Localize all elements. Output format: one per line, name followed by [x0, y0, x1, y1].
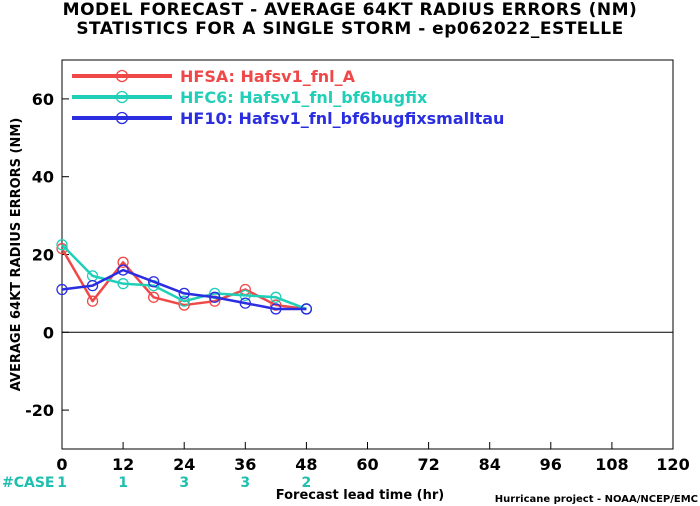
- y-tick-label: 40: [32, 168, 54, 187]
- y-tick-label: -20: [25, 401, 54, 420]
- x-tick-label: 24: [173, 455, 195, 474]
- y-tick-label: 60: [32, 90, 54, 109]
- data-point: [209, 291, 221, 303]
- data-point: [86, 279, 99, 292]
- data-point: [56, 239, 68, 251]
- x-tick-label: 36: [234, 455, 256, 474]
- case-label: #CASE: [2, 475, 55, 491]
- case-count: 3: [179, 475, 189, 491]
- legend-label: HFC6: Hafsv1_fnl_bf6bugfix: [180, 88, 428, 107]
- y-tick-label: 0: [43, 323, 54, 342]
- case-count: 2: [302, 475, 312, 491]
- credit-text: Hurricane project - NOAA/NCEP/EMC: [495, 494, 698, 505]
- case-count: 3: [240, 475, 250, 491]
- x-tick-label: 60: [356, 455, 378, 474]
- x-tick-label: 12: [112, 455, 134, 474]
- chart-title: MODEL FORECAST - AVERAGE 64KT RADIUS ERR…: [62, 0, 638, 20]
- data-point: [270, 291, 282, 303]
- data-point: [147, 276, 160, 288]
- legend-marker: [115, 111, 129, 125]
- legend-label: HF10: Hafsv1_fnl_bf6bugfixsmalltau: [180, 109, 504, 128]
- series-line: [61, 268, 307, 311]
- legend-item-2: HF10: Hafsv1_fnl_bf6bugfixsmalltau: [72, 109, 504, 128]
- x-tick-label: 0: [56, 455, 67, 474]
- case-count: 1: [57, 475, 67, 491]
- series-line: [61, 243, 307, 311]
- data-point: [117, 264, 129, 276]
- data-point: [270, 303, 282, 315]
- x-tick-label: 72: [417, 455, 439, 474]
- x-tick-label: 120: [656, 455, 689, 474]
- x-tick-label: 108: [595, 455, 628, 474]
- data-point: [300, 303, 313, 315]
- legend-marker: [115, 69, 129, 83]
- data-point: [239, 289, 251, 301]
- y-axis-title: AVERAGE 64KT RADIUS ERRORS (NM): [9, 118, 24, 392]
- x-tick-label: 96: [540, 455, 562, 474]
- chart-subtitle: STATISTICS FOR A SINGLE STORM - ep062022…: [76, 19, 624, 39]
- data-point: [178, 287, 190, 300]
- series-0: [56, 243, 313, 315]
- data-point: [239, 297, 251, 309]
- data-point: [117, 256, 129, 268]
- data-point: [178, 295, 190, 307]
- case-count: 1: [118, 475, 128, 491]
- data-point: [56, 283, 68, 296]
- series-2: [56, 264, 313, 315]
- y-tick-label: 20: [32, 246, 54, 265]
- data-point: [86, 295, 99, 307]
- data-point: [117, 278, 129, 290]
- legend-label: HFSA: Hafsv1_fnl_A: [180, 67, 356, 86]
- legend-item-0: HFSA: Hafsv1_fnl_A: [72, 67, 356, 86]
- legend-marker: [115, 90, 129, 104]
- x-tick-label: 84: [479, 455, 501, 474]
- legend-item-1: HFC6: Hafsv1_fnl_bf6bugfix: [72, 88, 428, 107]
- x-axis-title: Forecast lead time (hr): [276, 488, 444, 503]
- series-line: [60, 248, 307, 311]
- data-point: [147, 291, 160, 303]
- x-tick-label: 48: [295, 455, 317, 474]
